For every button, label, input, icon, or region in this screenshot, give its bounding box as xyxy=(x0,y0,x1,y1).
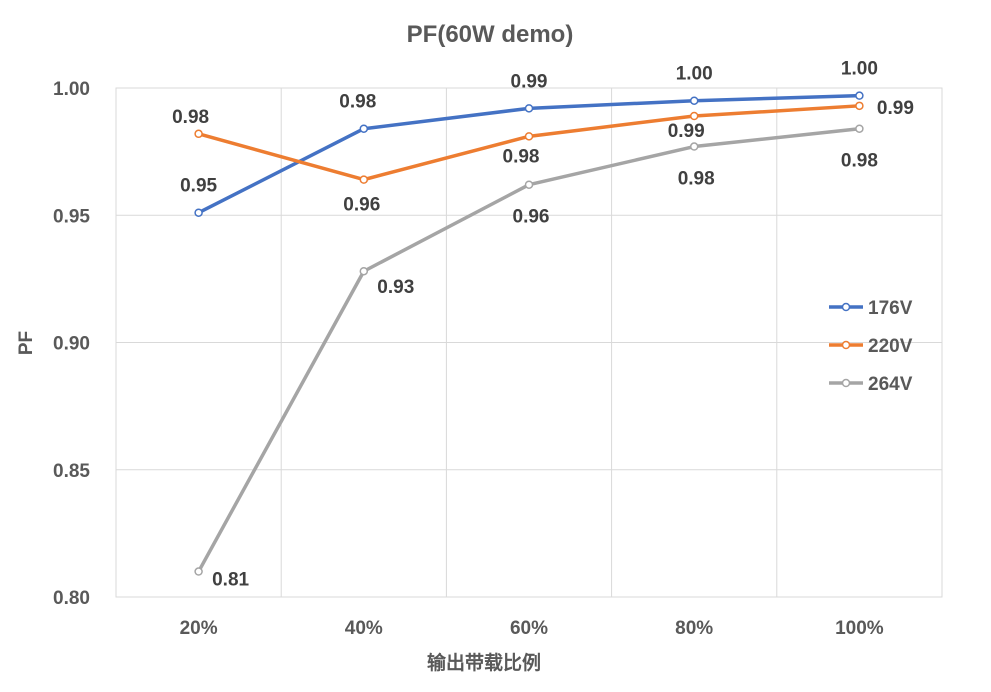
legend: 176V 220V 264V xyxy=(829,298,913,395)
data-label: 0.98 xyxy=(172,107,209,128)
data-point xyxy=(689,96,699,105)
legend-label: 264V xyxy=(868,374,913,395)
data-point xyxy=(194,208,203,217)
data-label: 1.00 xyxy=(841,59,878,80)
data-point xyxy=(689,111,699,121)
data-labels: 0.95 0.98 0.99 1.00 1.00 0.98 0.96 0.98 0.99 0.99… xyxy=(172,59,914,591)
data-label: 0.98 xyxy=(678,169,715,190)
data-label: 0.99 xyxy=(668,121,705,142)
data-point xyxy=(855,124,864,133)
data-label: 0.93 xyxy=(377,277,414,298)
y-tick-label: 0.85 xyxy=(53,461,90,482)
x-tick-label: 100% xyxy=(835,618,884,639)
y-tick-label: 0.95 xyxy=(53,206,90,227)
legend-marker xyxy=(841,378,851,388)
data-point xyxy=(855,91,864,100)
data-point xyxy=(855,101,864,111)
y-tick-label: 1.00 xyxy=(53,79,90,100)
data-label: 0.95 xyxy=(180,176,217,197)
x-tick-label: 60% xyxy=(510,618,548,639)
chart-title: PF(60W demo) xyxy=(407,21,574,48)
data-point xyxy=(689,142,699,151)
series-line-220V xyxy=(198,104,860,182)
legend-label: 220V xyxy=(868,336,913,357)
data-point xyxy=(524,104,534,113)
x-tick-label: 80% xyxy=(675,618,713,639)
data-point xyxy=(359,124,369,133)
legend-label: 176V xyxy=(868,298,913,319)
data-label: 0.99 xyxy=(511,71,548,92)
plot-area-frame xyxy=(115,87,943,598)
y-tick-label: 0.90 xyxy=(53,334,90,355)
data-label: 0.81 xyxy=(212,570,249,591)
data-point xyxy=(524,180,534,189)
data-label: 0.98 xyxy=(503,146,540,167)
y-axis-label: PF xyxy=(16,331,37,355)
data-point xyxy=(194,129,203,139)
data-point xyxy=(194,567,203,576)
data-point xyxy=(524,132,534,141)
y-tick-label: 0.80 xyxy=(53,588,90,609)
series-line-264V xyxy=(197,126,860,573)
data-label: 0.98 xyxy=(841,151,878,172)
data-point xyxy=(359,266,369,276)
x-tick-label: 20% xyxy=(180,618,218,639)
x-axis-label: 输出带载比例 xyxy=(427,651,541,674)
x-tick-label: 40% xyxy=(345,618,383,639)
data-label: 0.96 xyxy=(513,207,550,228)
legend-marker xyxy=(841,302,851,312)
data-label: 1.00 xyxy=(676,64,713,85)
series-lines xyxy=(194,91,864,576)
y-axis-ticks: 0.80 0.85 0.90 0.95 1.00 xyxy=(53,79,90,609)
data-label: 0.98 xyxy=(339,92,376,113)
legend-marker xyxy=(841,340,851,350)
data-label: 0.96 xyxy=(343,195,380,216)
x-axis-ticks: 20% 40% 60% 80% 100% xyxy=(180,618,884,639)
data-label: 0.99 xyxy=(877,98,914,119)
data-point xyxy=(359,175,369,184)
